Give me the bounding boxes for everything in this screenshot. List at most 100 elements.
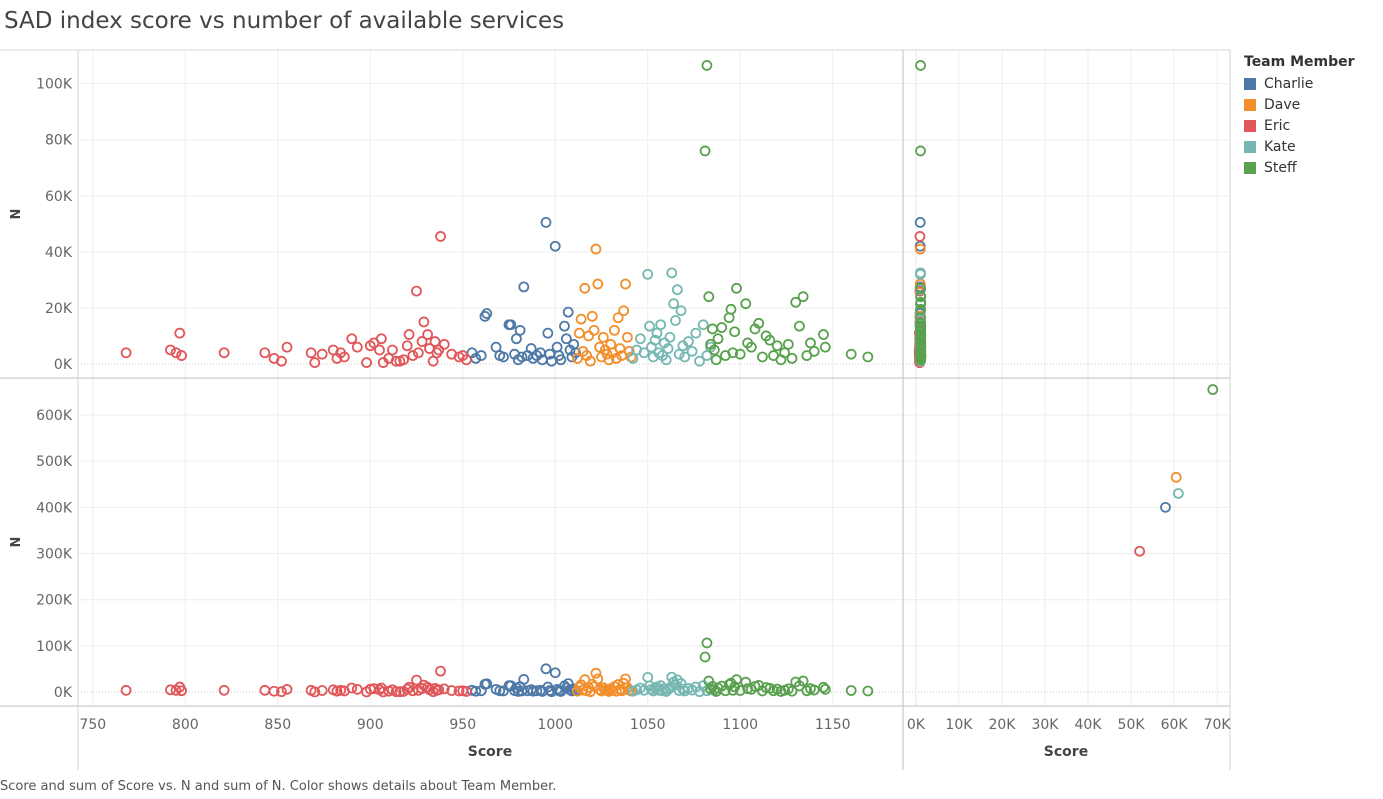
legend: Team Member Charlie Dave Eric Kate Steff (1244, 54, 1355, 178)
data-point-steff (699, 651, 711, 663)
data-point-dave (572, 352, 583, 364)
data-point-eric (914, 231, 926, 242)
data-point-eric (411, 285, 422, 297)
data-point-dave (914, 243, 926, 255)
data-point-kate (662, 343, 674, 354)
x-tick-label: 70K (1204, 717, 1232, 733)
data-point-steff (723, 312, 735, 324)
data-point-eric (446, 685, 458, 696)
data-point-charlie (518, 281, 530, 293)
data-point-steff (731, 282, 742, 294)
data-point-steff (819, 341, 831, 353)
x-tick-label: 750 (79, 717, 106, 733)
y-tick-label: 600K (36, 408, 73, 424)
x-tick-label: 60K (1161, 717, 1189, 733)
data-point-kate (649, 334, 661, 346)
data-point-eric (305, 347, 317, 359)
data-point-kate (915, 267, 926, 279)
data-point-eric (316, 348, 328, 360)
data-point-steff (699, 145, 711, 157)
x-tick-label: 50K (1118, 717, 1146, 733)
data-point-steff (716, 322, 728, 333)
data-point-steff (797, 291, 809, 303)
data-point-eric (401, 683, 413, 695)
data-point-kate (671, 284, 683, 296)
data-point-charlie (498, 685, 509, 697)
data-point-eric (401, 340, 413, 352)
data-point-steff (734, 348, 746, 360)
data-point-kate (644, 320, 655, 332)
data-point-eric (461, 354, 472, 366)
data-point-steff (915, 303, 927, 315)
data-point-charlie (914, 217, 926, 228)
data-point-dave (597, 331, 609, 343)
aggregate-point-eric (1134, 545, 1146, 557)
data-point-steff (701, 637, 713, 649)
data-point-charlie (562, 306, 574, 318)
data-point-charlie (475, 350, 487, 361)
legend-item-kate[interactable]: Kate (1244, 136, 1355, 157)
data-point-eric (259, 347, 271, 359)
data-point-eric (259, 684, 271, 696)
legend-item-dave[interactable]: Dave (1244, 94, 1355, 115)
data-point-dave (579, 282, 591, 294)
legend-swatch (1244, 140, 1256, 153)
data-point-steff (797, 675, 809, 687)
data-point-steff (707, 323, 718, 335)
data-point-charlie (555, 354, 567, 366)
data-point-eric (407, 350, 419, 361)
data-point-eric (461, 686, 472, 697)
data-point-kate (660, 354, 672, 366)
data-point-eric (351, 341, 363, 353)
data-point-steff (729, 326, 741, 338)
legend-item-steff[interactable]: Steff (1244, 157, 1355, 178)
data-point-eric (418, 316, 430, 328)
data-point-steff (786, 352, 798, 364)
data-point-dave (618, 305, 630, 317)
data-point-eric (438, 338, 450, 350)
data-point-kate (694, 355, 705, 367)
data-point-charlie (494, 685, 506, 697)
x-tick-label: 20K (988, 717, 1016, 733)
data-point-steff (845, 348, 857, 360)
legend-label: Steff (1264, 159, 1297, 176)
data-point-steff (734, 685, 746, 696)
data-point-kate (679, 351, 691, 363)
data-point-kate (662, 684, 674, 695)
data-point-dave (594, 341, 606, 353)
data-point-charlie (514, 324, 526, 336)
legend-item-eric[interactable]: Eric (1244, 115, 1355, 136)
y-tick-label: 40K (45, 245, 73, 261)
data-point-charlie (481, 308, 493, 319)
data-point-charlie (540, 217, 552, 228)
x-tick-label: 1050 (630, 717, 666, 733)
data-point-steff (710, 354, 722, 366)
data-point-charlie (551, 341, 563, 353)
data-point-dave (609, 324, 620, 336)
data-point-steff (845, 685, 857, 696)
data-point-eric (412, 347, 424, 359)
y-tick-label: 500K (36, 454, 73, 470)
data-point-eric (390, 355, 402, 367)
data-point-steff (740, 676, 752, 688)
data-point-steff (915, 329, 927, 340)
data-point-charlie (549, 240, 561, 252)
data-point-eric (281, 683, 293, 695)
data-point-charlie (560, 333, 572, 345)
data-point-charlie (516, 351, 528, 363)
legend-swatch (1244, 77, 1256, 90)
x-tick-label: 850 (264, 717, 291, 733)
data-point-steff (782, 338, 794, 350)
legend-item-charlie[interactable]: Charlie (1244, 73, 1355, 94)
data-point-kate (683, 336, 694, 347)
data-point-eric (268, 685, 280, 697)
data-point-eric (433, 684, 445, 696)
data-point-eric (276, 686, 287, 698)
y-tick-label: 20K (45, 301, 73, 317)
data-point-dave (586, 310, 598, 322)
data-point-eric (165, 684, 176, 696)
data-point-steff (757, 351, 768, 363)
data-point-steff (808, 345, 820, 357)
data-point-eric (387, 344, 398, 356)
